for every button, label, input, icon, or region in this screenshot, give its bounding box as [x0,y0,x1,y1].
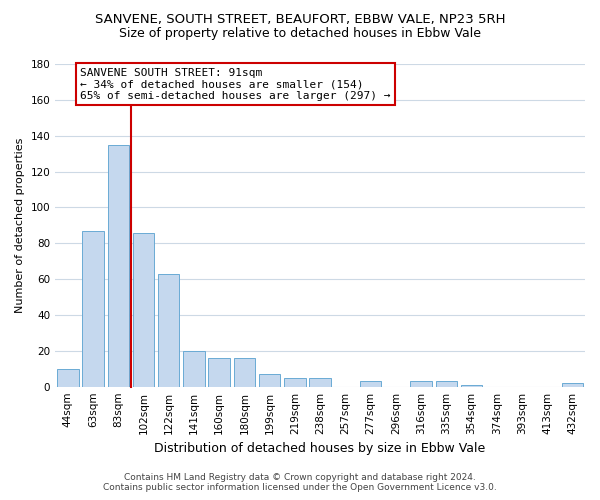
Bar [284,378,305,386]
Y-axis label: Number of detached properties: Number of detached properties [15,138,25,313]
Text: SANVENE, SOUTH STREET, BEAUFORT, EBBW VALE, NP23 5RH: SANVENE, SOUTH STREET, BEAUFORT, EBBW VA… [95,12,505,26]
Bar [436,382,457,386]
Bar [562,383,583,386]
Text: SANVENE SOUTH STREET: 91sqm
← 34% of detached houses are smaller (154)
65% of se: SANVENE SOUTH STREET: 91sqm ← 34% of det… [80,68,391,101]
Bar [57,369,79,386]
Bar [233,358,255,386]
Bar [461,385,482,386]
Bar [310,378,331,386]
Text: Contains HM Land Registry data © Crown copyright and database right 2024.
Contai: Contains HM Land Registry data © Crown c… [103,473,497,492]
Bar [360,382,381,386]
Bar [208,358,230,386]
Bar [259,374,280,386]
Bar [133,232,154,386]
Bar [82,230,104,386]
Bar [107,144,129,386]
X-axis label: Distribution of detached houses by size in Ebbw Vale: Distribution of detached houses by size … [154,442,486,455]
Bar [410,382,432,386]
Bar [183,351,205,386]
Text: Size of property relative to detached houses in Ebbw Vale: Size of property relative to detached ho… [119,28,481,40]
Bar [158,274,179,386]
